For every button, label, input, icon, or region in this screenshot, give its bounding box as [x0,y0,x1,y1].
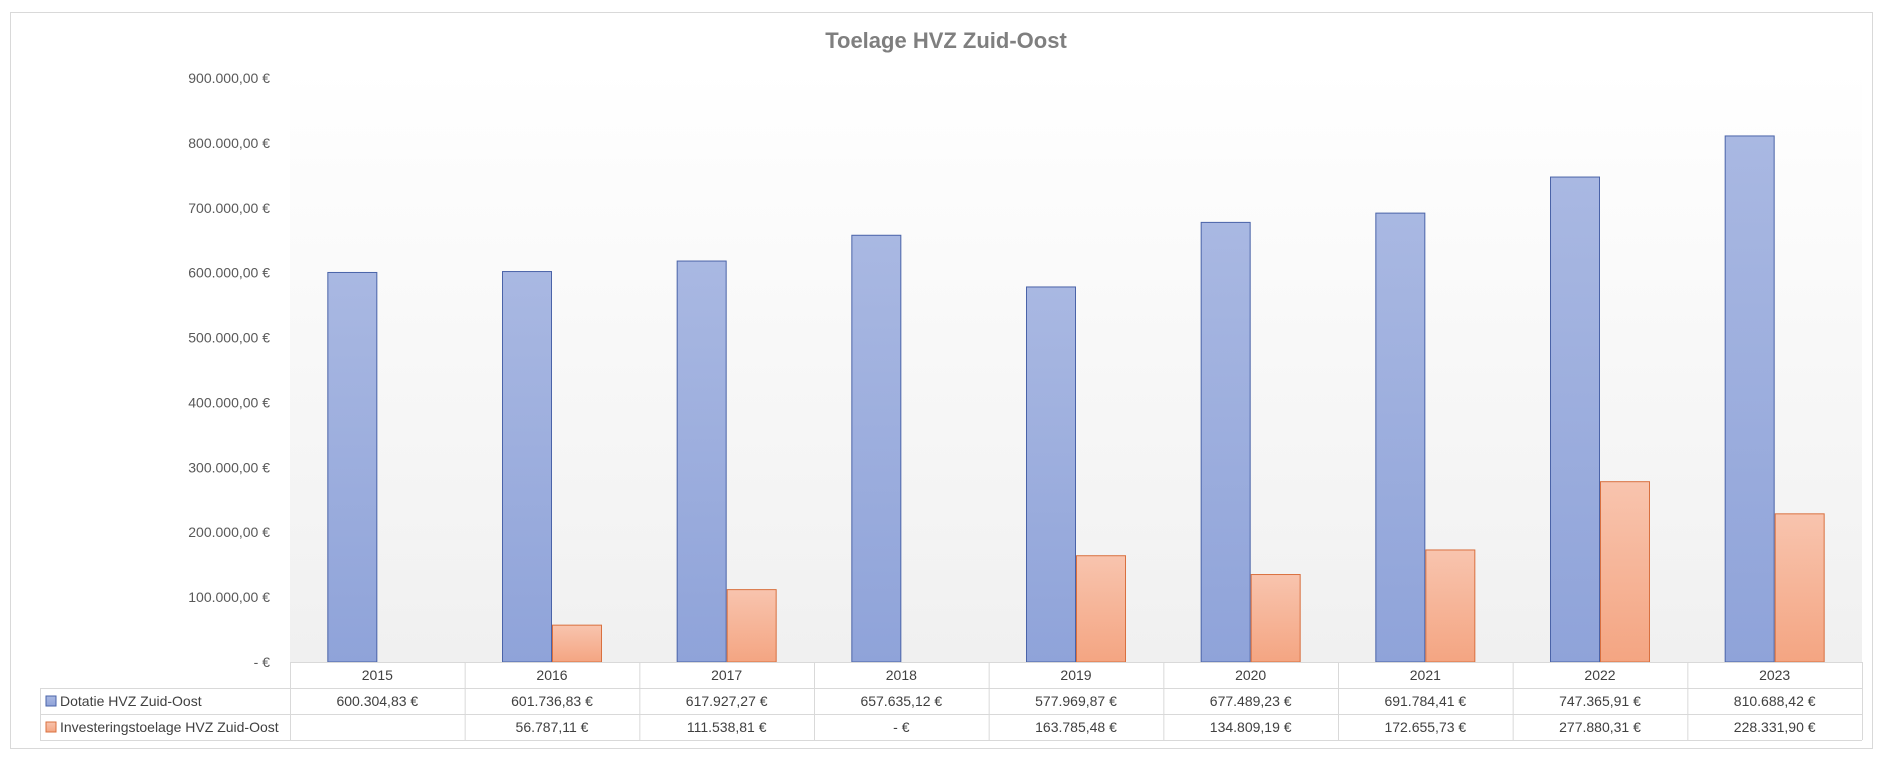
y-tick-label: 800.000,00 € [188,135,270,151]
x-tick-label: 2018 [886,667,917,683]
bar-investeringstoelage-2020 [1250,574,1301,663]
bar-dotatie-2017 [676,260,727,663]
y-tick-label: 600.000,00 € [188,265,270,281]
x-tick-label: 2021 [1410,667,1441,683]
data-label: 617.927,27 € [686,693,768,709]
bar-dotatie-2018 [851,234,902,663]
bar-investeringstoelage-2016 [552,624,602,663]
x-tick-label: 2016 [536,667,567,683]
data-label: 657.635,12 € [860,693,942,709]
bar-investeringstoelage-2017 [726,589,777,663]
data-label: 134.809,19 € [1210,719,1292,735]
x-tick-label: 2023 [1759,667,1790,683]
x-tick-label: 2020 [1235,667,1266,683]
data-label: 600.304,83 € [336,693,418,709]
bar-investeringstoelage-2021 [1425,549,1476,663]
data-label: 172.655,73 € [1384,719,1466,735]
bar-investeringstoelage-2023 [1774,513,1825,663]
data-label: - € [893,719,910,735]
y-axis: - € 100.000,00 € 200.000,00 € 300.000,00 € 4… [188,70,270,670]
x-tick-label: 2019 [1060,667,1091,683]
data-label: 111.538,81 € [687,719,767,735]
bar-dotatie-2016 [502,271,552,663]
data-label: 691.784,41 € [1384,693,1466,709]
data-label: 228.331,90 € [1734,719,1816,735]
y-tick-label: 200.000,00 € [188,524,270,540]
data-table: 2015 2016 2017 2018 2019 2020 2021 2022 2023 Dota… [40,662,1863,741]
bar-dotatie-2022 [1550,176,1600,663]
data-label: 810.688,42 € [1734,693,1816,709]
y-tick-label: 500.000,00 € [188,330,270,346]
data-label: 163.785,48 € [1035,719,1117,735]
bar-dotatie-2023 [1724,135,1775,663]
data-label: 747.365,91 € [1559,693,1641,709]
data-label: 677.489,23 € [1210,693,1292,709]
chart-title: Toelage HVZ Zuid-Oost [825,28,1067,53]
y-tick-label: 400.000,00 € [188,394,270,410]
bar-investeringstoelage-2019 [1076,555,1126,663]
data-label: 56.787,11 € [516,719,589,735]
y-tick-label: - € [254,654,271,670]
y-tick-label: 100.000,00 € [188,589,270,605]
bar-dotatie-2020 [1200,221,1251,663]
x-tick-label: 2017 [711,667,742,683]
x-tick-label: 2015 [362,667,393,683]
bar-dotatie-2019 [1026,286,1076,663]
data-label: 601.736,83 € [511,693,593,709]
data-label: 277.880,31 € [1559,719,1641,735]
x-tick-label: 2022 [1584,667,1615,683]
y-tick-label: 900.000,00 € [188,70,270,86]
legend-key-dotatie [45,695,57,707]
legend-key-investeringstoelage [45,721,57,733]
bar-investeringstoelage-2022 [1600,481,1650,663]
y-tick-label: 300.000,00 € [188,459,270,475]
bar-dotatie-2021 [1375,212,1426,663]
data-label: 577.969,87 € [1035,693,1117,709]
bar-dotatie-2015 [327,271,378,663]
legend-entry: Dotatie HVZ Zuid-Oost [60,693,202,709]
bars-group [327,135,1825,663]
y-tick-label: 700.000,00 € [188,200,270,216]
legend-entry: Investeringstoelage HVZ Zuid-Oost [60,719,279,735]
